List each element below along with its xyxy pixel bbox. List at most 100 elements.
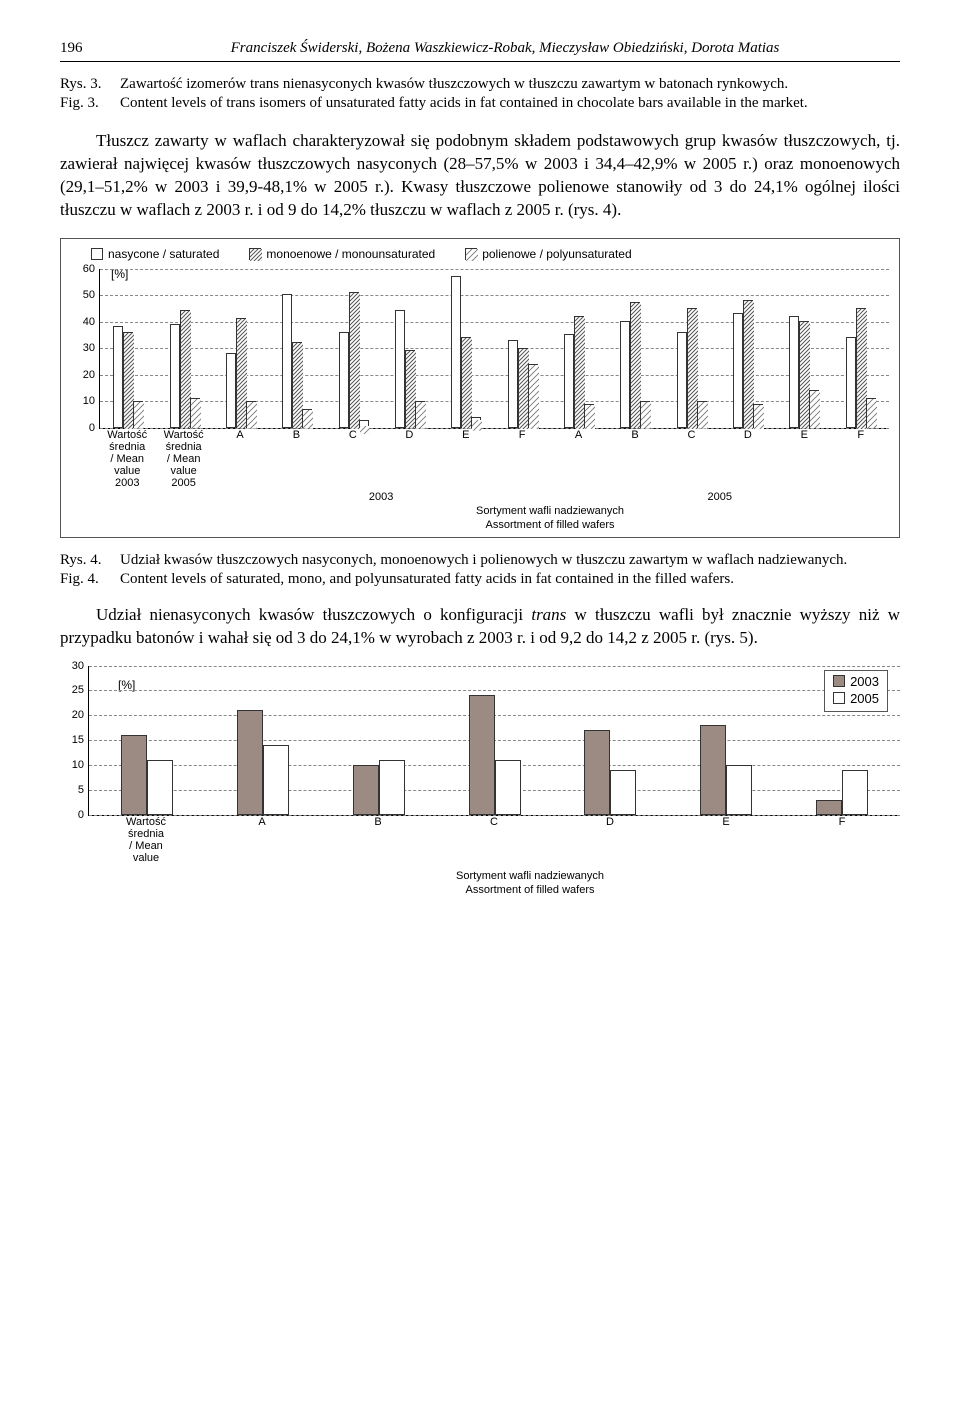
chart-4-legend: nasycone / saturatedmonoenowe / monounsa… bbox=[71, 247, 889, 261]
caption-fig-3: Fig. 3. Content levels of trans isomers … bbox=[60, 95, 900, 112]
x-label: C bbox=[663, 429, 719, 489]
ytick-label: 60 bbox=[83, 263, 100, 275]
bar bbox=[789, 316, 799, 428]
bar bbox=[415, 401, 425, 428]
authors-line: Franciszek Świderski, Bożena Waszkiewicz… bbox=[110, 40, 900, 57]
caption-text: Content levels of saturated, mono, and p… bbox=[120, 571, 900, 588]
x-label: Wartość średnia / Mean value 2003 bbox=[99, 429, 155, 489]
caption-label: Rys. 4. bbox=[60, 552, 120, 569]
bar bbox=[687, 308, 697, 428]
chart-4-sections: 20032005 bbox=[99, 491, 889, 503]
axis-title-2: Assortment of filled wafers bbox=[211, 519, 889, 531]
bar-group bbox=[205, 710, 321, 815]
bar-group bbox=[776, 316, 832, 428]
bar bbox=[405, 350, 415, 427]
bar bbox=[528, 364, 538, 428]
bar bbox=[809, 390, 819, 427]
bar bbox=[133, 401, 143, 428]
x-label: Wartość średnia / Mean value 2005 bbox=[155, 429, 211, 489]
bar bbox=[123, 332, 133, 428]
bar-group bbox=[100, 326, 156, 427]
ytick-label: 15 bbox=[72, 734, 89, 746]
x-label: D bbox=[720, 429, 776, 489]
bar bbox=[379, 760, 405, 815]
bar-group bbox=[551, 316, 607, 428]
bar bbox=[302, 409, 312, 428]
legend-item: monoenowe / monounsaturated bbox=[249, 247, 435, 261]
bar bbox=[610, 770, 636, 815]
bar bbox=[816, 800, 842, 815]
bar bbox=[564, 334, 574, 427]
ytick-label: 10 bbox=[83, 395, 100, 407]
bar bbox=[620, 321, 630, 428]
ytick-label: 25 bbox=[72, 684, 89, 696]
bar bbox=[856, 308, 866, 428]
bar-group bbox=[552, 730, 668, 815]
x-label: F bbox=[832, 429, 888, 489]
x-label: Wartość średnia / Mean value bbox=[88, 816, 204, 864]
legend-label: 2005 bbox=[850, 691, 879, 706]
x-label: B bbox=[607, 429, 663, 489]
para-2-pre: Udział nienasyconych kwasów tłuszczowych… bbox=[96, 605, 531, 624]
ytick-label: 20 bbox=[72, 709, 89, 721]
bar bbox=[349, 292, 359, 428]
legend-label: monoenowe / monounsaturated bbox=[266, 247, 435, 261]
bar-group bbox=[784, 770, 900, 815]
bar bbox=[282, 294, 292, 427]
body-paragraph-2: Udział nienasyconych kwasów tłuszczowych… bbox=[60, 604, 900, 650]
ytick-label: 10 bbox=[72, 759, 89, 771]
gridline bbox=[100, 428, 889, 429]
bar-group bbox=[437, 695, 553, 815]
ytick-label: 0 bbox=[89, 422, 100, 434]
bar-group bbox=[664, 308, 720, 428]
bar bbox=[584, 730, 610, 815]
body-paragraph-1: Tłuszcz zawarty w waflach charakteryzowa… bbox=[60, 130, 900, 222]
bar bbox=[237, 710, 263, 815]
chart-4: nasycone / saturatedmonoenowe / monounsa… bbox=[60, 238, 900, 538]
bar bbox=[518, 348, 528, 428]
x-label: B bbox=[268, 429, 324, 489]
bar-group bbox=[382, 310, 438, 427]
gridline bbox=[89, 815, 900, 816]
ytick-label: 40 bbox=[83, 316, 100, 328]
caption-text: Udział kwasów tłuszczowych nasyconych, m… bbox=[120, 552, 900, 569]
bar bbox=[471, 417, 481, 428]
bar-group bbox=[833, 308, 889, 428]
bar bbox=[170, 324, 180, 428]
bar bbox=[677, 332, 687, 428]
caption-label: Rys. 3. bbox=[60, 76, 120, 93]
legend-item: 2003 bbox=[833, 674, 879, 689]
x-label: E bbox=[776, 429, 832, 489]
bars-container bbox=[100, 269, 889, 428]
ytick-label: 30 bbox=[72, 660, 89, 672]
x-label: D bbox=[552, 816, 668, 864]
legend-label: 2003 bbox=[850, 674, 879, 689]
section-label: 2005 bbox=[550, 491, 889, 503]
bar bbox=[113, 326, 123, 427]
caption-label: Fig. 4. bbox=[60, 571, 120, 588]
x-label: C bbox=[436, 816, 552, 864]
bar bbox=[574, 316, 584, 428]
ytick-label: 0 bbox=[78, 809, 89, 821]
bars-container bbox=[89, 666, 900, 815]
section-label: 2003 bbox=[212, 491, 551, 503]
bar bbox=[495, 760, 521, 815]
x-label: E bbox=[438, 429, 494, 489]
bar-group bbox=[325, 292, 381, 428]
bar bbox=[753, 404, 763, 428]
ytick-label: 50 bbox=[83, 289, 100, 301]
bar bbox=[640, 401, 650, 428]
bar bbox=[469, 695, 495, 815]
bar-group bbox=[213, 318, 269, 427]
bar-group bbox=[156, 310, 212, 427]
bar bbox=[236, 318, 246, 427]
caption-text: Zawartość izomerów trans nienasyconych k… bbox=[120, 76, 900, 93]
bar bbox=[226, 353, 236, 428]
bar-group bbox=[668, 725, 784, 815]
ytick-label: 30 bbox=[83, 342, 100, 354]
bar bbox=[508, 340, 518, 428]
caption-text: Content levels of trans isomers of unsat… bbox=[120, 95, 900, 112]
axis-title-2: Assortment of filled wafers bbox=[160, 884, 900, 896]
page-number: 196 bbox=[60, 40, 110, 57]
chart-5-plot: 051015202530 bbox=[88, 666, 900, 816]
